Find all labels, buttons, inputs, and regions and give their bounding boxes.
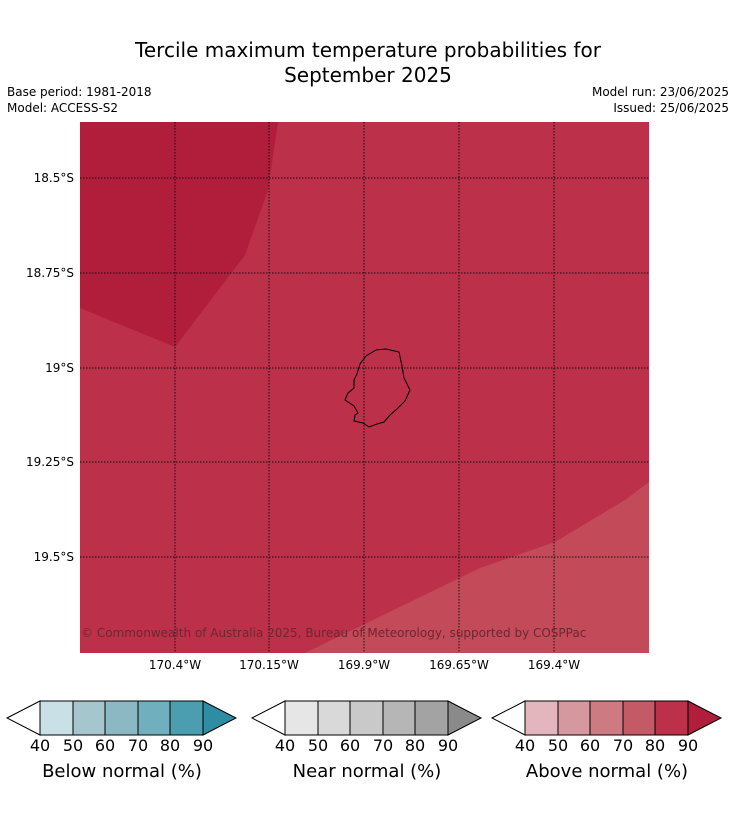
lat-label: 19°S [45, 361, 74, 375]
colorbar-max-arrow [202, 700, 238, 736]
island-coastline [344, 348, 411, 428]
colorbar-below-normal [6, 700, 238, 736]
model-name: Model: ACCESS-S2 [7, 101, 119, 115]
zone-above-70 [305, 482, 649, 653]
colorbar-swatch [557, 700, 591, 736]
colorbar-swatch [317, 700, 351, 736]
colorbar-tick: 60 [339, 736, 361, 755]
meta-left: Base period: 1981-2018 Model: ACCESS-S2 [7, 84, 152, 116]
chart-title: Tercile maximum temperature probabilitie… [0, 38, 736, 88]
colorbar-tick: 60 [94, 736, 116, 755]
lat-label: 18.75°S [26, 266, 74, 280]
colorbar-tick: 70 [127, 736, 149, 755]
colorbar-swatch [524, 700, 559, 736]
colorbar-tick: 50 [547, 736, 569, 755]
colorbar-swatch [589, 700, 624, 736]
colorbar-tick: 70 [612, 736, 634, 755]
colorbar-max-arrow [687, 700, 723, 736]
colorbar-swatch [104, 700, 139, 736]
meta-right: Model run: 23/06/2025 Issued: 25/06/2025 [592, 84, 729, 116]
colorbar-near-normal [251, 700, 483, 736]
colorbar-tick: 70 [372, 736, 394, 755]
lon-label: 169.4°W [527, 658, 581, 672]
issued-date: Issued: 25/06/2025 [613, 101, 729, 115]
colorbar-swatch [382, 700, 416, 736]
title-line-1: Tercile maximum temperature probabilitie… [135, 38, 601, 62]
lon-label: 170.4°W [148, 658, 202, 672]
lat-label: 19.25°S [26, 455, 74, 469]
colorbar-tick: 80 [644, 736, 666, 755]
lon-label: 169.9°W [337, 658, 391, 672]
model-run: Model run: 23/06/2025 [591, 85, 729, 99]
colorbar-tick: 90 [437, 736, 459, 755]
colorbar-tick: 90 [192, 736, 214, 755]
colorbar-tick: 90 [677, 736, 699, 755]
lat-label: 19.5°S [33, 550, 74, 564]
colorbar-min-arrow [6, 700, 41, 736]
colorbar-swatch [72, 700, 106, 736]
colorbar-title-near: Near normal (%) [292, 761, 442, 782]
base-period: Base period: 1981-2018 [7, 85, 152, 99]
colorbar-swatch [622, 700, 656, 736]
lon-label: 170.15°W [239, 658, 299, 672]
colorbar-swatch [169, 700, 204, 736]
colorbar-swatch [414, 700, 449, 736]
colorbar-min-arrow [491, 700, 526, 736]
colorbar-tick: 40 [274, 736, 296, 755]
colorbar-title-below: Below normal (%) [42, 761, 202, 782]
lon-label: 169.65°W [429, 658, 489, 672]
graticule [80, 122, 649, 653]
colorbar-tick: 60 [579, 736, 601, 755]
copyright-notice: © Commonwealth of Australia 2025, Bureau… [81, 626, 587, 640]
colorbar-tick: 50 [62, 736, 84, 755]
colorbar-above-normal [491, 700, 723, 736]
lat-label: 18.5°S [33, 171, 74, 185]
colorbar-tick: 80 [159, 736, 181, 755]
colorbar-swatch [284, 700, 319, 736]
colorbar-tick: 80 [404, 736, 426, 755]
colorbar-title-above: Above normal (%) [525, 761, 689, 782]
colorbar-tick: 40 [29, 736, 51, 755]
colorbar-min-arrow [251, 700, 286, 736]
colorbar-swatch [654, 700, 689, 736]
colorbar-swatch [349, 700, 384, 736]
title-line-2: September 2025 [284, 63, 452, 87]
colorbar-tick: 50 [307, 736, 329, 755]
colorbar-swatch [39, 700, 74, 736]
colorbar-tick: 40 [514, 736, 536, 755]
map-panel [80, 122, 649, 653]
colorbar-max-arrow [447, 700, 483, 736]
colorbar-swatch [137, 700, 171, 736]
